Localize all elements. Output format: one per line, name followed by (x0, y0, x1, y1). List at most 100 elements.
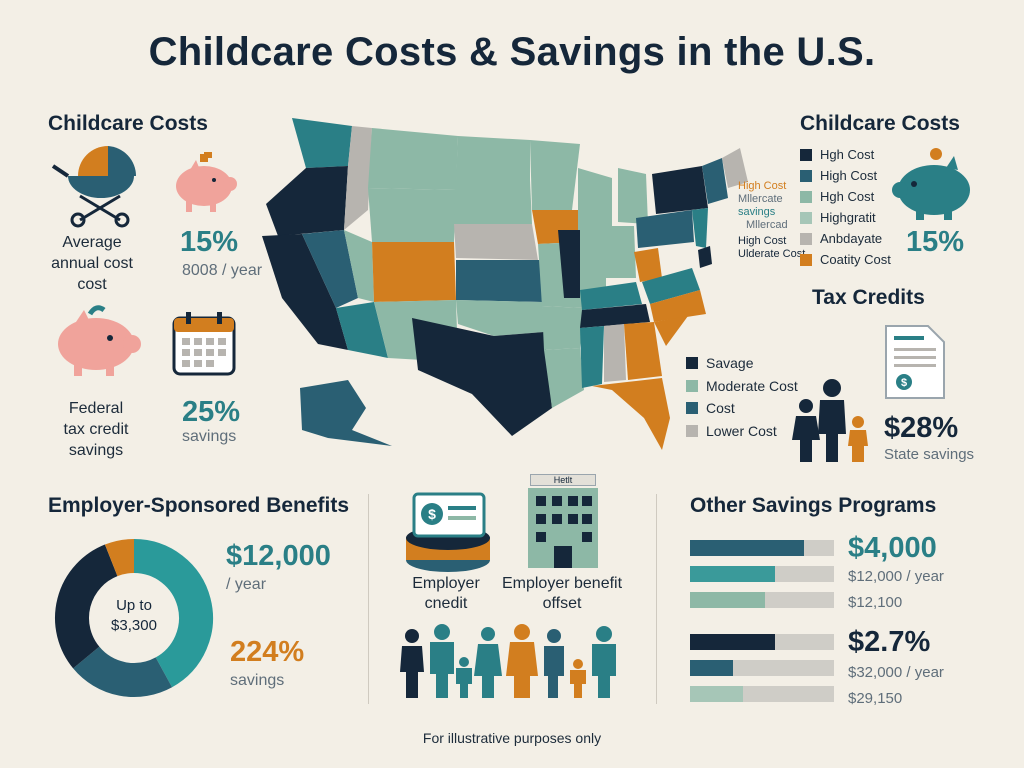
state-ky (580, 282, 642, 310)
legend-item: Coatity Cost (800, 249, 891, 270)
label-line: Employer benefit (501, 575, 623, 592)
right-section-title: Childcare Costs (800, 112, 960, 135)
label-line: Employer (412, 575, 480, 592)
label-line: offset (542, 595, 582, 612)
state-nd (456, 136, 530, 180)
state-md (698, 246, 712, 268)
federal-credit-label: Federal tax credit savings (63, 400, 129, 459)
label-line: cnedit (424, 595, 468, 612)
annotation-line: savings (738, 206, 776, 218)
donut-center-label: Up to $3,300 (94, 596, 174, 636)
bar (690, 566, 775, 582)
state-ne-states (702, 158, 728, 204)
state-pa (636, 210, 694, 248)
state-or (266, 166, 348, 236)
group1-amount: $4,000 (848, 532, 937, 564)
tax-percent: $28% (884, 412, 959, 444)
employer-section-title: Employer-Sponsored Benefits (48, 494, 350, 517)
per-year-value: 8008 / year (182, 262, 263, 279)
state-ne (454, 224, 538, 260)
state-mi (618, 168, 648, 224)
divider (656, 494, 657, 704)
state-id (344, 126, 372, 230)
state-ms (580, 326, 604, 388)
annotation-line: Ulderate Cost (738, 248, 806, 260)
legend-swatch (800, 211, 812, 224)
svg-text:$: $ (428, 506, 436, 522)
legend-swatch (800, 232, 812, 245)
legend-label: Moderate Cost (706, 377, 798, 394)
bar (690, 540, 804, 556)
legend-label: Hgh Cost (820, 189, 875, 204)
bar (690, 634, 775, 650)
employer-savings: savings (230, 672, 285, 689)
bar-track (690, 566, 834, 582)
state-il (558, 230, 580, 298)
map-legend-item: Lower Cost (686, 420, 798, 443)
legend-swatch (800, 169, 812, 182)
state-oh (606, 226, 636, 278)
state-mt (368, 128, 458, 190)
document-icon: $ (885, 325, 945, 399)
state-va (642, 268, 700, 304)
savings-label: savings (182, 428, 237, 445)
right-percent: 15% (906, 226, 965, 258)
state-wi (578, 168, 612, 230)
legend-label: High Cost (820, 168, 878, 183)
bar-track (690, 592, 834, 608)
legend-label: Highgratit (820, 210, 876, 225)
employer-credit-label: Employer cnedit (396, 574, 496, 614)
legend-label: Lower Cost (706, 422, 777, 439)
employer-offset-label: Employer benefit offset (486, 574, 638, 614)
bar-track (690, 686, 834, 702)
state-ak (300, 380, 392, 446)
group1-line3: $12,100 (848, 594, 903, 611)
us-map (262, 118, 748, 450)
state-wa (292, 118, 352, 168)
annotation-line: Mllercad (746, 219, 788, 231)
map-annotation: High Cost Mllercate savings Mllercad Hig… (738, 180, 805, 261)
state-ar (542, 306, 584, 350)
legend-swatch (800, 190, 812, 203)
legend-label: Coatity Cost (820, 252, 891, 267)
state-mn (530, 140, 580, 210)
legend-item: High Cost (800, 165, 891, 186)
state-in (580, 230, 606, 290)
legend-label: Cost (706, 400, 735, 417)
state-nv (302, 230, 358, 308)
legend-swatch (686, 379, 698, 392)
legend-item: Highgratit (800, 207, 891, 228)
employer-per-year: / year (226, 576, 267, 593)
legend-swatch (686, 424, 698, 437)
state-sd (454, 180, 532, 224)
employer-percent: 224% (230, 636, 305, 668)
state-az (336, 302, 388, 358)
legend-swatch (800, 148, 812, 161)
state-ga (624, 322, 662, 380)
state-me (722, 148, 748, 188)
donut-segment (104, 539, 135, 577)
group2-amount: $2.7% (848, 626, 931, 658)
state-ks (456, 260, 542, 302)
stroller-icon (51, 146, 137, 228)
building-icon: Hetlt (524, 474, 602, 568)
bar-track (690, 660, 834, 676)
legend-swatch (800, 253, 812, 266)
bar (690, 592, 765, 608)
legend-item: Hgh Cost (800, 186, 891, 207)
percent-15: 15% (180, 226, 239, 258)
state-al (604, 324, 626, 382)
group2-line2: $32,000 / year (848, 664, 944, 681)
legend-item: Anbdayate (800, 228, 891, 249)
group1-line2: $12,000 / year (848, 568, 944, 585)
left-section-title: Childcare Costs (48, 112, 208, 135)
state-ok (456, 300, 544, 336)
bar (690, 660, 733, 676)
employer-amount: $12,000 (226, 540, 331, 572)
state-wy (368, 188, 456, 242)
percent-25: 25% (182, 396, 241, 428)
building-sign: Hetlt (530, 474, 596, 486)
state-tx (412, 318, 552, 436)
state-wv (634, 248, 662, 282)
state-nc (650, 290, 706, 322)
